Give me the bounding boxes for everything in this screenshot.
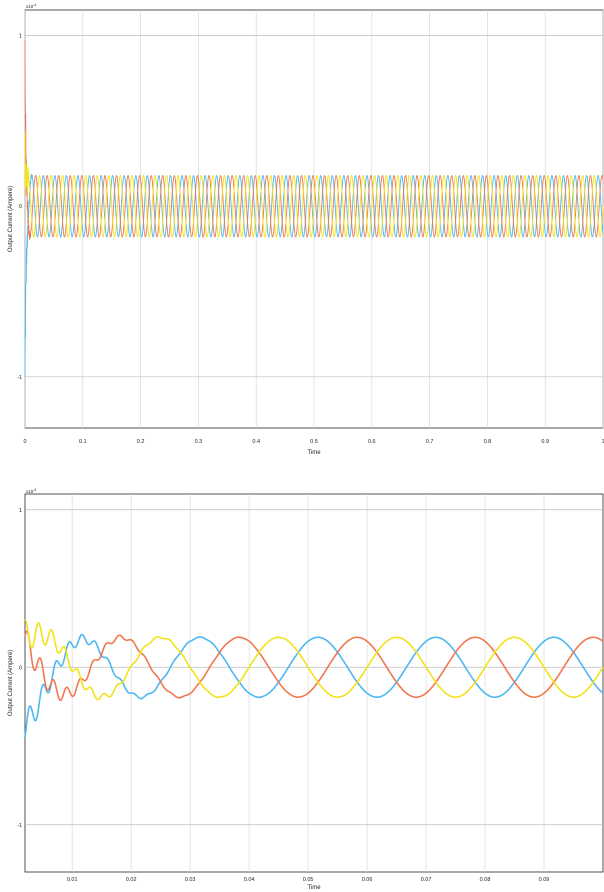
x-tick-label: 0.03 [185,877,196,883]
x-tick-label: 0.05 [303,877,314,883]
x-tick-label: 0.06 [362,877,373,883]
x-tick-label: 1 [601,439,604,445]
x-tick-label: 0.8 [484,439,492,445]
series-line-3 [24,619,604,701]
x-tick-label: 0.3 [195,439,203,445]
y-tick-labels: -1 0 1 [17,34,22,381]
series-group [24,619,604,738]
x-tick-label: 0.4 [252,439,260,445]
chart-zoomed-time: 0.01 0.02 0.03 0.04 0.05 0.06 0.07 0.08 0.09 -1 0… [8,488,604,891]
y-exponent-label: x10-4 [26,3,36,9]
y-tick-label: 0 [19,204,22,210]
x-tick-label: 0 [23,439,26,445]
y-tick-label: -1 [17,823,22,829]
x-axis-label: Time [307,450,321,456]
y-axis-label: Output Current (Ampere) [8,650,14,716]
x-tick-labels: 0 0.1 0.2 0.3 0.4 0.5 0.6 0.7 0.8 0.9 1 [23,439,604,445]
x-tick-label: 0.1 [79,439,87,445]
plot-area [24,493,604,873]
y-axis-label: Output Current (Ampere) [8,186,14,252]
y-tick-label: 1 [19,508,22,514]
x-tick-label: 0.01 [67,877,78,883]
x-tick-label: 0.7 [426,439,434,445]
x-axis-label: Time [307,885,321,891]
y-tick-labels: -1 0 1 [17,508,22,829]
x-tick-label: 0.02 [126,877,137,883]
x-tick-label: 0.2 [137,439,145,445]
x-tick-label: 0.08 [480,877,491,883]
y-exponent-label: x10-4 [26,488,36,494]
series-line-2 [24,39,604,241]
x-tick-label: 0.07 [421,877,432,883]
x-tick-labels: 0.01 0.02 0.03 0.04 0.05 0.06 0.07 0.08 0.09 [67,877,550,883]
series-group [24,39,604,377]
x-tick-label: 0.6 [368,439,376,445]
chart-full-time: 0 0.1 0.2 0.3 0.4 0.5 0.6 0.7 0.8 0.9 1 -1 0 1 x10-4… [8,3,604,456]
series-line-2 [24,630,604,702]
x-tick-label: 0.09 [539,877,550,883]
series-line-1 [24,173,604,377]
x-tick-label: 0.5 [310,439,318,445]
x-tick-label: 0.04 [244,877,255,883]
x-tick-label: 0.9 [541,439,549,445]
series-line-3 [24,131,604,239]
y-tick-label: 0 [19,665,22,671]
series-line-1 [24,633,604,738]
y-tick-label: 1 [19,34,22,40]
grid [25,494,603,872]
y-tick-label: -1 [17,375,22,381]
